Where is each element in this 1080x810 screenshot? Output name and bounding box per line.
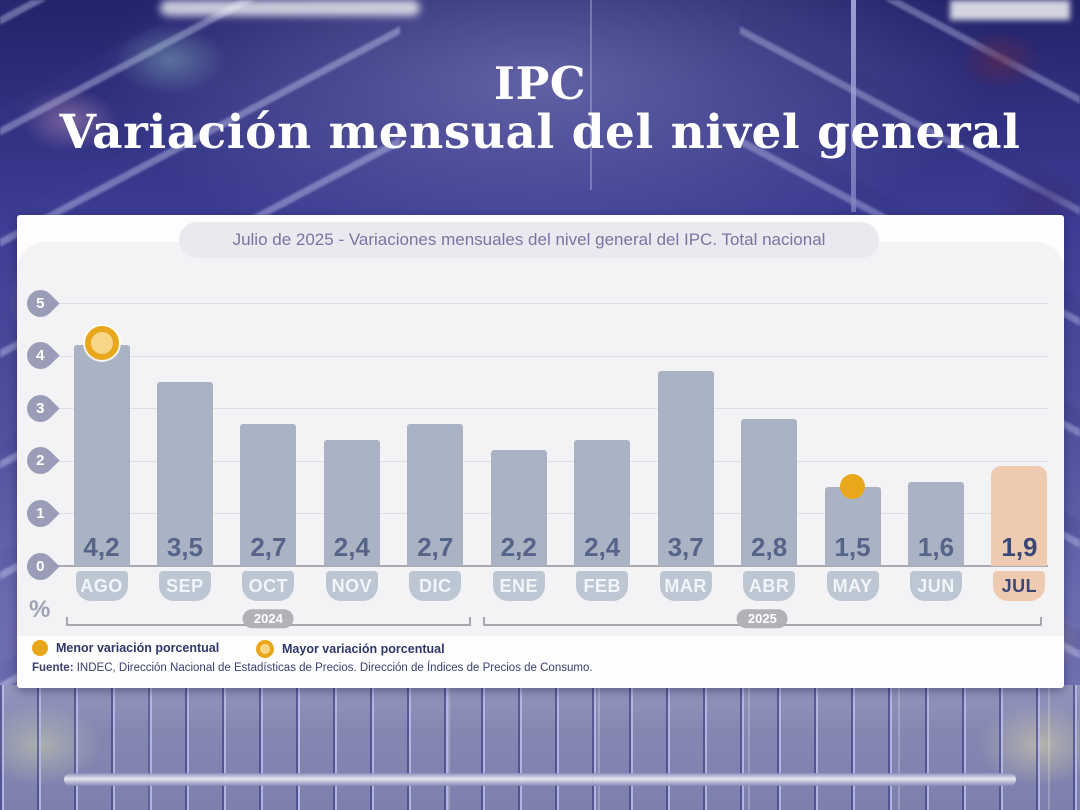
y-axis-badge: 1	[21, 494, 60, 533]
month-tab-jul: JUL	[993, 571, 1046, 601]
bar-value-label: 4,2	[83, 532, 120, 562]
bar-value-label: 1,6	[917, 532, 955, 562]
y-axis-badge: 4	[21, 336, 60, 375]
month-tab-ene: ENE	[492, 571, 545, 601]
y-axis-tick-label: 4	[36, 347, 45, 365]
aisle-pillar-decoration	[590, 0, 592, 190]
y-axis-badge: 2	[21, 441, 60, 480]
y-axis-badge: 3	[21, 389, 60, 428]
page-title: IPC Variación mensual del nivel general	[0, 60, 1080, 158]
ring-dot-icon	[256, 640, 274, 658]
bar-value-label: 3,5	[166, 532, 204, 562]
bar-may	[824, 487, 881, 566]
month-tab-mar: MAR	[659, 571, 712, 601]
bar-value-label: 1,5	[834, 532, 871, 562]
legend-item-mayor: Mayor variación porcentual	[256, 640, 445, 658]
bar-mar	[657, 371, 714, 566]
bar-ene	[490, 450, 547, 566]
y-axis-tick-label: 3	[36, 399, 45, 417]
month-tab-sep: SEP	[158, 571, 211, 601]
bar-chart: 0 1 2 3 4 5 4,2 AGO 3,5 SEP 2,7 OCT 2,4 NOV 2,7 DIC 2,2 E…	[17, 215, 1064, 688]
bar-value-label: 2,2	[500, 532, 537, 562]
month-tab-ago: AGO	[75, 571, 128, 601]
bar-value-label: 3,7	[667, 532, 704, 562]
month-tab-may: MAY	[826, 571, 879, 601]
month-tab-feb: FEB	[576, 571, 629, 601]
y-gridline	[58, 303, 1048, 304]
bar-value-label: 1,9	[1001, 532, 1038, 562]
cart-rim-decoration	[64, 773, 1016, 786]
source-text: INDEC, Dirección Nacional de Estadística…	[73, 662, 593, 674]
bar-jul	[991, 466, 1048, 566]
bar-abr	[741, 418, 798, 566]
source-line: Fuente: INDEC, Dirección Nacional de Est…	[32, 662, 593, 674]
bar-jun	[908, 481, 964, 566]
marker-max-icon	[84, 326, 119, 361]
source-label: Fuente:	[32, 662, 74, 674]
bar-feb	[574, 439, 631, 566]
month-tab-nov: NOV	[325, 571, 378, 601]
y-axis-tick-label: 0	[36, 557, 45, 575]
month-tab-oct: OCT	[242, 571, 295, 601]
y-axis-unit-label: %	[29, 596, 51, 623]
year-pill-2025: 2025	[736, 608, 788, 628]
bar-value-label: 2,7	[417, 532, 454, 562]
year-bracket-2024: 2024	[65, 608, 472, 628]
y-gridline	[58, 355, 1048, 357]
bar-value-label: 2,8	[751, 532, 788, 562]
bar-ago	[73, 345, 130, 566]
bar-value-label: 2,7	[250, 532, 287, 562]
aisle-pillar-decoration	[851, 0, 856, 212]
year-bracket-2025: 2025	[482, 608, 1042, 628]
solid-dot-icon	[32, 640, 48, 656]
page-title-line2: Variación mensual del nivel general	[59, 104, 1021, 160]
legend-label: Mayor variación porcentual	[282, 642, 445, 656]
y-axis-badge: 5	[21, 283, 60, 323]
legend-label: Menor variación porcentual	[56, 641, 220, 655]
chart-subtitle: Julio de 2025 - Variaciones mensuales de…	[179, 222, 879, 258]
marker-min-icon	[840, 474, 866, 500]
month-tab-dic: DIC	[409, 571, 462, 601]
year-pill-2024: 2024	[242, 608, 294, 628]
legend-item-menor: Menor variación porcentual	[32, 640, 219, 656]
bar-nov	[323, 439, 380, 566]
cart-mesh-decoration	[0, 685, 1080, 810]
bar-value-label: 2,4	[584, 532, 621, 562]
y-gridline	[58, 460, 1048, 462]
ceiling-light-decoration	[950, 0, 1070, 20]
month-tab-jun: JUN	[910, 571, 962, 601]
bar-value-label: 2,4	[333, 532, 370, 562]
y-axis-badge: 0	[21, 546, 60, 586]
ceiling-light-decoration	[160, 0, 420, 16]
y-gridline	[58, 408, 1048, 410]
page-title-line1: IPC	[493, 57, 587, 110]
bar-oct	[240, 423, 297, 566]
y-gridline	[58, 513, 1048, 515]
bar-sep	[156, 381, 213, 566]
y-axis-tick-label: 5	[36, 294, 45, 312]
x-axis-baseline	[58, 565, 1048, 567]
bar-dic	[407, 423, 464, 566]
month-tab-abr: ABR	[743, 571, 796, 601]
chart-panel: Julio de 2025 - Variaciones mensuales de…	[17, 215, 1064, 688]
y-axis-tick-label: 1	[36, 504, 45, 522]
y-axis-tick-label: 2	[36, 452, 45, 470]
